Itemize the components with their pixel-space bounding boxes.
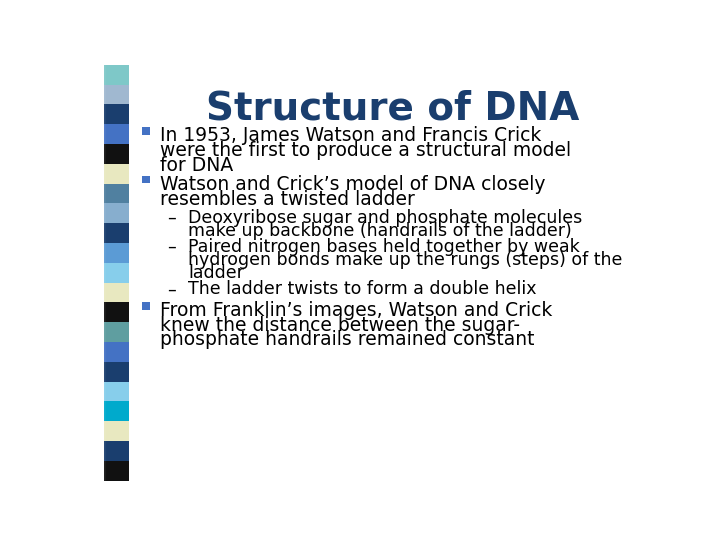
Text: In 1953, James Watson and Francis Crick: In 1953, James Watson and Francis Crick (160, 126, 541, 145)
Bar (104, 144, 129, 164)
Bar (93, 65, 94, 481)
Text: –: – (167, 280, 176, 299)
Bar (104, 441, 129, 461)
Text: –: – (167, 209, 176, 227)
Bar (104, 65, 106, 481)
Bar (104, 461, 129, 481)
Bar (90, 65, 91, 481)
Text: Deoxyribose sugar and phosphate molecules: Deoxyribose sugar and phosphate molecule… (189, 209, 582, 227)
Text: were the first to produce a structural model: were the first to produce a structural m… (160, 141, 571, 160)
Bar (104, 362, 129, 382)
Bar (104, 204, 129, 223)
Bar (100, 65, 101, 481)
Bar (96, 65, 97, 481)
Text: hydrogen bonds make up the rungs (steps) of the: hydrogen bonds make up the rungs (steps)… (189, 251, 623, 269)
Bar (104, 421, 129, 441)
Bar (106, 65, 107, 481)
Text: Structure of DNA: Structure of DNA (206, 90, 579, 127)
Text: phosphate handrails remained constant: phosphate handrails remained constant (160, 330, 534, 349)
Text: –: – (167, 238, 176, 256)
Bar (101, 65, 102, 481)
Text: for DNA: for DNA (160, 156, 233, 174)
Text: Paired nitrogen bases held together by weak: Paired nitrogen bases held together by w… (189, 238, 580, 256)
Bar (99, 65, 100, 481)
Text: resembles a twisted ladder: resembles a twisted ladder (160, 190, 415, 208)
Bar (104, 65, 129, 85)
Bar (104, 184, 129, 204)
Text: ladder: ladder (189, 264, 244, 282)
Bar (104, 124, 129, 144)
Bar (102, 65, 103, 481)
Bar (104, 164, 129, 184)
Bar (104, 85, 129, 104)
Text: make up backbone (handrails of the ladder): make up backbone (handrails of the ladde… (189, 222, 572, 240)
Bar (103, 65, 104, 481)
Bar (92, 65, 93, 481)
Bar (104, 223, 129, 243)
Bar (104, 282, 129, 302)
Bar (98, 65, 99, 481)
Bar (104, 342, 129, 362)
Bar (142, 302, 150, 309)
Bar (104, 382, 129, 401)
Bar (104, 104, 129, 124)
Bar (142, 127, 150, 135)
Bar (94, 65, 96, 481)
Text: The ladder twists to form a double helix: The ladder twists to form a double helix (189, 280, 537, 299)
Text: From Franklin’s images, Watson and Crick: From Franklin’s images, Watson and Crick (160, 301, 552, 320)
Bar (104, 243, 129, 263)
Text: Watson and Crick’s model of DNA closely: Watson and Crick’s model of DNA closely (160, 175, 545, 194)
Text: knew the distance between the sugar-: knew the distance between the sugar- (160, 316, 520, 335)
Bar (104, 263, 129, 282)
Bar (97, 65, 98, 481)
Bar (142, 176, 150, 184)
Bar (91, 65, 92, 481)
Bar (104, 302, 129, 322)
Bar (104, 322, 129, 342)
Bar (104, 401, 129, 421)
